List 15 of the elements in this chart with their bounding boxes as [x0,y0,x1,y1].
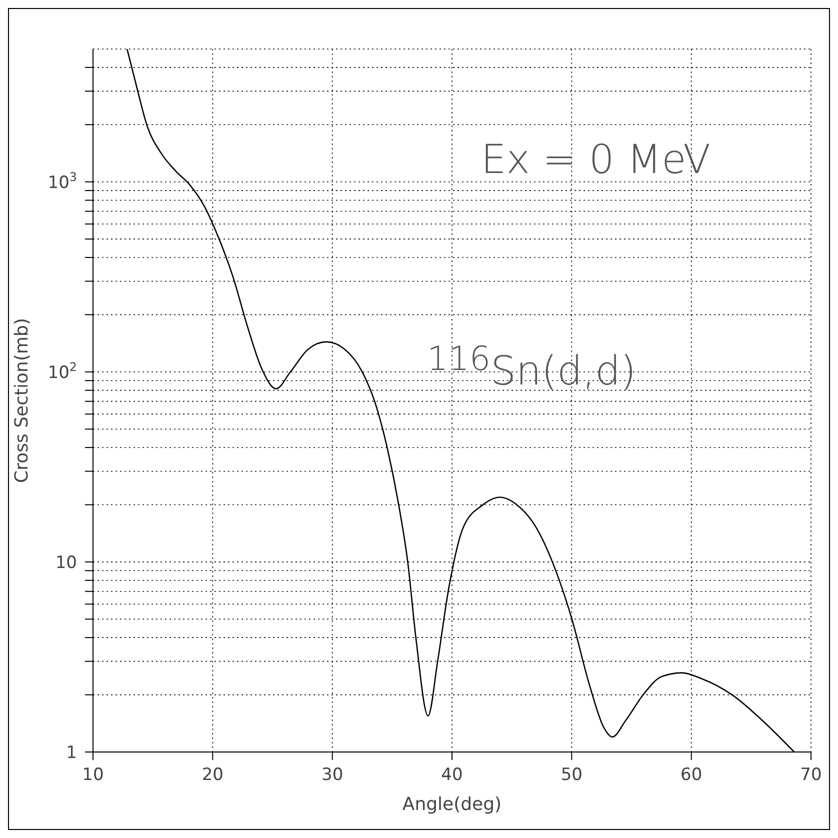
y-axis-title: Cross Section(mb) [11,318,32,483]
annotation: Ex = 0 MeV [481,137,710,183]
x-tick-label: 40 [441,765,463,785]
x-tick-label: 60 [680,765,702,785]
y-tick-label: 10$^{2}$ [48,360,77,383]
x-tick-label: 70 [800,765,822,785]
x-tick-label: 50 [560,765,582,785]
y-tick-label: 10$^{3}$ [48,170,77,193]
y-tick-label: 1 [66,743,77,763]
x-tick-label: 30 [322,765,344,785]
annotation: $^{116}$Sn(d,d) [427,339,636,394]
x-tick-label: 20 [202,765,224,785]
x-tick-label: 10 [82,765,104,785]
y-tick-label: 10 [55,552,77,573]
x-axis-title: Angle(deg) [402,794,502,815]
